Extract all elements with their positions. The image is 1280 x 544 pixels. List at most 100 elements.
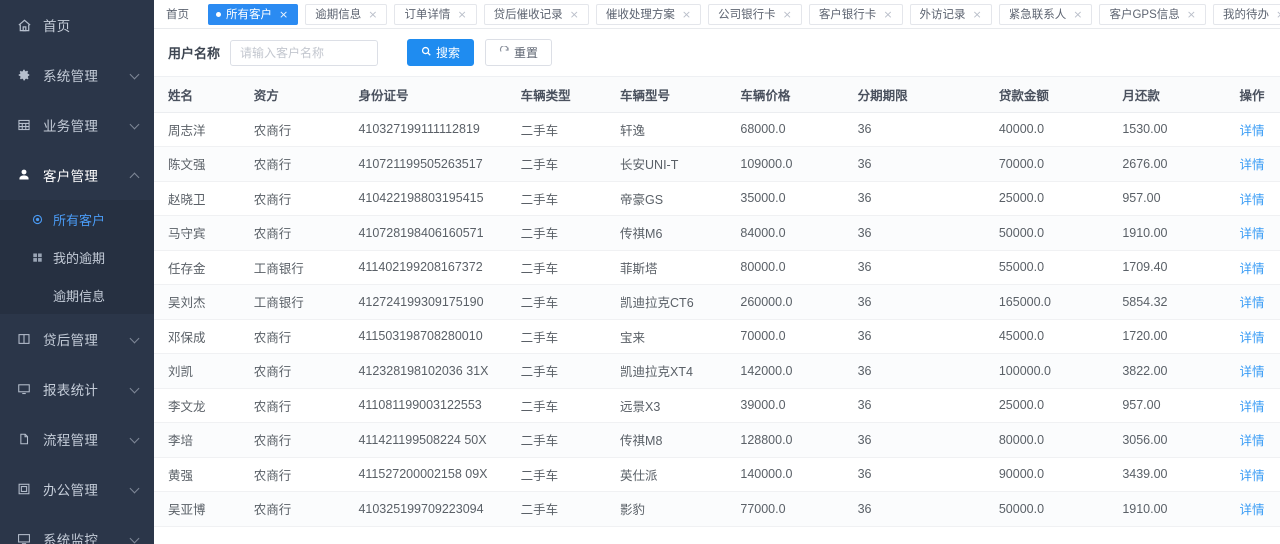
column-header-installment-term[interactable]: 分期期限 [843, 77, 985, 113]
tab-collection-plan[interactable]: 催收处理方案 × [595, 3, 702, 25]
sidebar-item-customer-management[interactable]: 客户管理 [0, 150, 154, 200]
column-header-vehicle-price[interactable]: 车辆价格 [726, 77, 844, 113]
table-row[interactable]: 任存金 工商银行 411402199208167372 二手车 菲斯塔 80000.0 36… [154, 250, 1280, 285]
cell-installment-term: 36 [843, 319, 985, 354]
tab-label: 外访记录 [919, 9, 966, 21]
sidebar-item-post-loan-management[interactable]: 贷后管理 [0, 314, 154, 364]
cell-vehicle-price: 142000.0 [726, 353, 844, 389]
cell-vehicle-type: 二手车 [506, 181, 607, 216]
cell-vehicle-model: 传祺M8 [606, 422, 727, 458]
tab-overdue-info[interactable]: 逾期信息 × [305, 3, 388, 25]
tab-emergency-contact[interactable]: 紧急联系人 × [998, 3, 1093, 25]
column-header-vehicle-type[interactable]: 车辆类型 [506, 77, 607, 113]
close-icon[interactable]: × [279, 7, 289, 21]
table-row[interactable]: 吴刘杰 工商银行 412724199309175190 二手车 凯迪拉克CT6 26000… [154, 284, 1280, 320]
detail-link[interactable]: 详情 [1239, 227, 1265, 242]
column-header-name[interactable]: 姓名 [154, 77, 240, 113]
table-row[interactable]: 马守宾 农商行 410728198406160571 二手车 传祺M6 84000.0 36… [154, 215, 1280, 251]
cell-vehicle-model: 帝豪GS [606, 181, 727, 216]
close-icon[interactable]: × [457, 7, 467, 21]
sidebar-item-system-monitoring[interactable]: 系统监控 [0, 514, 154, 544]
tab-company-bank-card[interactable]: 公司银行卡 × [708, 3, 802, 25]
close-icon[interactable]: × [681, 7, 692, 21]
tab-order-detail[interactable]: 订单详情 × [394, 3, 477, 25]
close-icon[interactable]: × [1073, 7, 1083, 21]
column-header-funder[interactable]: 资方 [239, 77, 345, 113]
close-icon[interactable]: × [1186, 7, 1196, 21]
sidebar-item-system-management[interactable]: 系统管理 [0, 50, 154, 100]
detail-link[interactable]: 详情 [1239, 399, 1265, 414]
cell-name: 李培 [154, 422, 240, 458]
table-row[interactable]: 李文龙 农商行 411081199003122553 二手车 远景X3 39000.0 36… [154, 388, 1280, 423]
table-row[interactable]: 赵晓卫 农商行 410422198803195415 二手车 帝豪GS 35000.0 36… [154, 181, 1280, 216]
customer-table: 姓名 资方 身份证号 车辆类型 车辆型号 车辆价格 分期期限 贷款金额 月还款 … [154, 77, 1280, 527]
close-icon[interactable]: × [368, 7, 378, 21]
search-panel: 用户名称 搜索 重置 [154, 29, 1280, 77]
sidebar-item-process-management[interactable]: 流程管理 [0, 414, 154, 464]
tab-customer-gps-info[interactable]: 客户GPS信息 × [1099, 3, 1206, 25]
tab-label: 我的待办 [1222, 9, 1269, 21]
table-row[interactable]: 邓保成 农商行 411503198708280010 二手车 宝来 70000.0 36 45… [154, 319, 1280, 354]
column-header-monthly-payment[interactable]: 月还款 [1108, 77, 1226, 113]
reset-button[interactable]: 重置 [485, 39, 553, 66]
table-row[interactable]: 刘凯 农商行 412328198102036 31X 二手车 凯迪拉克XT4 142000… [154, 353, 1280, 389]
detail-link[interactable]: 详情 [1239, 261, 1265, 276]
tab-label: 紧急联系人 [1008, 9, 1067, 21]
detail-link[interactable]: 详情 [1239, 330, 1265, 345]
cell-loan-amount: 55000.0 [984, 250, 1109, 285]
tab-collection-record[interactable]: 贷后催收记录 × [483, 3, 589, 25]
cell-loan-amount: 25000.0 [984, 181, 1109, 216]
close-icon[interactable]: × [1276, 9, 1280, 20]
detail-link[interactable]: 详情 [1239, 503, 1265, 518]
cell-monthly-payment: 3822.00 [1108, 353, 1226, 389]
column-header-id-card[interactable]: 身份证号 [344, 77, 507, 113]
cell-funder: 农商行 [239, 112, 345, 147]
detail-link[interactable]: 详情 [1239, 192, 1265, 207]
sidebar-item-business-management[interactable]: 业务管理 [0, 100, 154, 150]
tab-customer-bank-card[interactable]: 客户银行卡 × [808, 3, 903, 25]
close-icon[interactable]: × [883, 7, 893, 21]
sidebar-submenu-customer-management: 所有客户 我的逾期 逾期信息 [0, 200, 154, 314]
detail-link[interactable]: 详情 [1239, 434, 1265, 449]
detail-link[interactable]: 详情 [1239, 158, 1265, 173]
user-icon [16, 167, 32, 183]
column-header-loan-amount[interactable]: 贷款金额 [984, 77, 1109, 113]
sidebar-subitem-my-overdue[interactable]: 我的逾期 [0, 238, 154, 276]
sidebar-item-home[interactable]: 首页 [0, 0, 154, 50]
detail-link[interactable]: 详情 [1239, 123, 1265, 138]
refresh-icon [499, 44, 510, 60]
column-header-vehicle-model[interactable]: 车辆型号 [606, 77, 727, 113]
cell-vehicle-type: 二手车 [506, 215, 607, 251]
cell-id-card: 410721199505263517 [344, 146, 507, 182]
tab-home[interactable]: 首页 [162, 3, 199, 25]
detail-link[interactable]: 详情 [1239, 365, 1265, 380]
cell-monthly-payment: 1530.00 [1108, 112, 1226, 147]
sidebar-subitem-all-customers[interactable]: 所有客户 [0, 200, 154, 238]
cell-vehicle-type: 二手车 [506, 250, 607, 285]
close-icon[interactable]: × [782, 7, 792, 21]
search-button[interactable]: 搜索 [407, 39, 475, 66]
sidebar-item-report-statistics[interactable]: 报表统计 [0, 364, 154, 414]
tab-label: 客户GPS信息 [1109, 9, 1180, 21]
search-input[interactable] [230, 39, 379, 66]
table-row[interactable]: 吴亚博 农商行 410325199709223094 二手车 影豹 77000.0 36 50… [154, 491, 1280, 527]
tab-visit-record[interactable]: 外访记录 × [909, 3, 992, 25]
table-row[interactable]: 黄强 农商行 411527200002158 09X 二手车 英仕派 140000.0 36… [154, 457, 1280, 492]
tab-my-todo[interactable]: 我的待办 × [1212, 3, 1280, 25]
table-row[interactable]: 陈文强 农商行 410721199505263517 二手车 长安UNI-T 109000… [154, 146, 1280, 182]
cell-vehicle-price: 39000.0 [726, 388, 844, 423]
detail-link[interactable]: 详情 [1239, 296, 1265, 311]
cell-vehicle-type: 二手车 [506, 112, 607, 147]
tab-all-customers[interactable]: 所有客户 × [208, 3, 299, 25]
table-row[interactable]: 周志洋 农商行 410327199111112819 二手车 轩逸 68000.0 36 40… [154, 112, 1280, 147]
close-icon[interactable]: × [972, 7, 982, 21]
column-header-action[interactable]: 操作 [1225, 77, 1280, 113]
cell-vehicle-model: 菲斯塔 [606, 250, 727, 285]
sidebar-item-office-management[interactable]: 办公管理 [0, 464, 154, 514]
cell-installment-term: 36 [843, 353, 985, 389]
sidebar-subitem-label: 所有客户 [53, 212, 106, 228]
detail-link[interactable]: 详情 [1239, 468, 1265, 483]
sidebar-subitem-overdue-info[interactable]: 逾期信息 [0, 276, 154, 314]
table-row[interactable]: 李培 农商行 411421199508224 50X 二手车 传祺M8 128800.0 3… [154, 422, 1280, 458]
close-icon[interactable]: × [569, 7, 579, 21]
